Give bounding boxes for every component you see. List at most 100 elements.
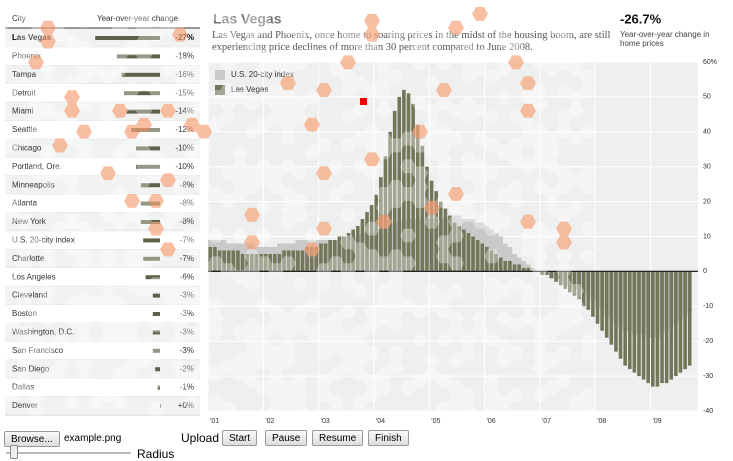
hexagon (436, 374, 452, 388)
control-button[interactable]: Resume (312, 430, 364, 446)
city: Miami (12, 107, 34, 116)
bar (332, 239, 337, 272)
hexagon (376, 284, 392, 298)
hexagon (340, 55, 356, 70)
change-bar (155, 367, 160, 372)
hexagon (544, 159, 560, 174)
bar (503, 260, 508, 272)
hexagon (460, 346, 476, 361)
hexagon (412, 27, 428, 42)
hexagon (556, 263, 572, 278)
hexagon (64, 117, 80, 132)
hexagon (244, 235, 260, 250)
hexagon (112, 339, 128, 354)
hexagon (124, 96, 140, 111)
hexagon (232, 173, 248, 188)
file-name: example.png (64, 433, 122, 444)
hexagon (0, 131, 8, 146)
hexagon (40, 242, 56, 257)
hexagon (112, 0, 128, 7)
hexagon (172, 332, 188, 347)
hexagon (556, 83, 572, 97)
hexagon (436, 27, 452, 42)
change-label: -3% (180, 309, 194, 318)
hexagon (304, 90, 320, 104)
bar (273, 253, 277, 272)
hexagon (388, 138, 404, 153)
hexagon (436, 235, 452, 250)
viz: City Year-over-year change Las Vegas Las… (0, 0, 718, 425)
hexagon (268, 360, 284, 375)
hexagon (472, 311, 488, 326)
city: Las Vegas (12, 33, 52, 42)
hexagon (4, 138, 20, 153)
hexagon (352, 367, 368, 382)
hexagon (28, 110, 44, 125)
bar (438, 201, 443, 272)
hexagon (172, 318, 188, 333)
row-bg (5, 341, 200, 360)
bar (374, 194, 379, 272)
hexagon (52, 166, 68, 181)
hexagon (328, 187, 344, 201)
slider-handle[interactable] (10, 445, 18, 459)
hexagon (532, 83, 548, 97)
hexagon (376, 145, 392, 160)
hexagon (496, 394, 512, 409)
hexagon (484, 249, 500, 264)
hexagon (352, 48, 368, 63)
hexagon (352, 339, 368, 354)
city: Tampa (12, 70, 37, 79)
hexagon (412, 13, 428, 28)
hexagon (436, 249, 452, 264)
hexagon (352, 325, 368, 340)
hexagon (76, 318, 92, 333)
hexagon (16, 325, 32, 340)
hexagon (484, 110, 500, 125)
browse-button[interactable]: Browse... (4, 431, 60, 447)
hexagon (28, 166, 44, 181)
hexagon (400, 187, 416, 201)
hexagon (364, 41, 380, 56)
hexagon (544, 311, 560, 326)
hexagon (184, 90, 200, 104)
bar (213, 246, 217, 272)
hexagon (112, 187, 128, 201)
hexagon (244, 277, 260, 291)
hexagon (256, 200, 272, 215)
hexagon (184, 394, 200, 409)
bar (609, 271, 614, 345)
hexagon (112, 297, 128, 312)
hexagon (244, 374, 260, 388)
hexagon (268, 401, 284, 416)
hexagon (76, 124, 92, 139)
hexagon (472, 187, 488, 201)
hexagon (460, 193, 476, 208)
hexagon (556, 249, 572, 264)
hexagon (364, 263, 380, 278)
hexagon (28, 0, 44, 14)
bar (425, 166, 429, 272)
row-bg (5, 47, 200, 66)
hexagon (40, 62, 56, 77)
hexagon (568, 20, 584, 35)
hexagon (400, 131, 416, 146)
bar (323, 243, 328, 272)
bar (526, 267, 531, 272)
control-button[interactable]: Start (222, 430, 258, 446)
hexagon (88, 90, 104, 104)
hexagon (520, 159, 536, 174)
bar (572, 271, 577, 296)
hexagon (220, 401, 236, 416)
hexagon (124, 263, 140, 278)
hexagon (460, 332, 476, 347)
hexagon (124, 83, 140, 97)
bar (549, 271, 554, 279)
control-button[interactable]: Finish (368, 430, 409, 446)
control-button[interactable]: Pause (265, 430, 308, 446)
change-label: -14% (175, 107, 194, 116)
hexagon (100, 318, 116, 333)
hexagon (376, 76, 392, 91)
hexagon (328, 159, 344, 174)
hexagon (268, 374, 284, 388)
